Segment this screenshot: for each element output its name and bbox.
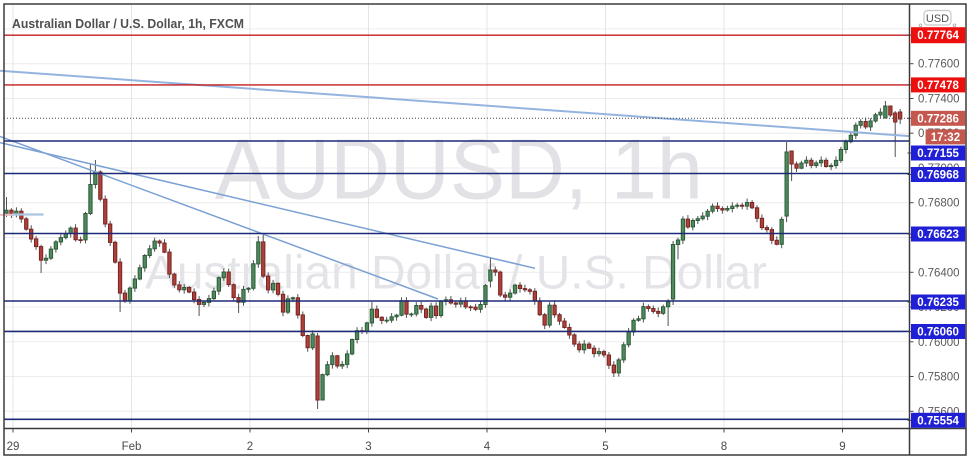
svg-text:0.76968: 0.76968 [917,170,959,182]
svg-text:0.76400: 0.76400 [918,267,960,279]
svg-text:0.77155: 0.77155 [917,148,959,160]
svg-text:0.77286: 0.77286 [917,113,959,125]
svg-text:0.77400: 0.77400 [918,94,960,106]
svg-text:0.75800: 0.75800 [918,372,960,384]
svg-text:0.75554: 0.75554 [917,415,959,427]
svg-text:0.77478: 0.77478 [917,80,959,92]
svg-text:5: 5 [602,441,608,453]
svg-text:0.77764: 0.77764 [917,30,959,42]
svg-text:0.76060: 0.76060 [917,327,959,339]
svg-text:0.76235: 0.76235 [917,297,959,309]
svg-text:Feb: Feb [122,441,142,453]
svg-text:AUDUSD, 1h: AUDUSD, 1h [215,123,703,218]
svg-text:0.76800: 0.76800 [918,198,960,210]
svg-text:0.77600: 0.77600 [918,59,960,71]
svg-text:USD: USD [926,13,949,25]
svg-text:9: 9 [839,441,845,453]
svg-text:3: 3 [365,441,371,453]
svg-text:17:32: 17:32 [931,132,960,144]
svg-text:4: 4 [484,441,491,453]
svg-text:0.76623: 0.76623 [917,229,959,241]
svg-text:Australian Dollar / U.S. Dolla: Australian Dollar / U.S. Dollar, 1h, FXC… [12,16,244,31]
svg-text:29: 29 [7,441,20,453]
svg-text:2: 2 [247,441,253,453]
svg-text:8: 8 [721,441,727,453]
svg-text:0.76000: 0.76000 [918,337,960,349]
